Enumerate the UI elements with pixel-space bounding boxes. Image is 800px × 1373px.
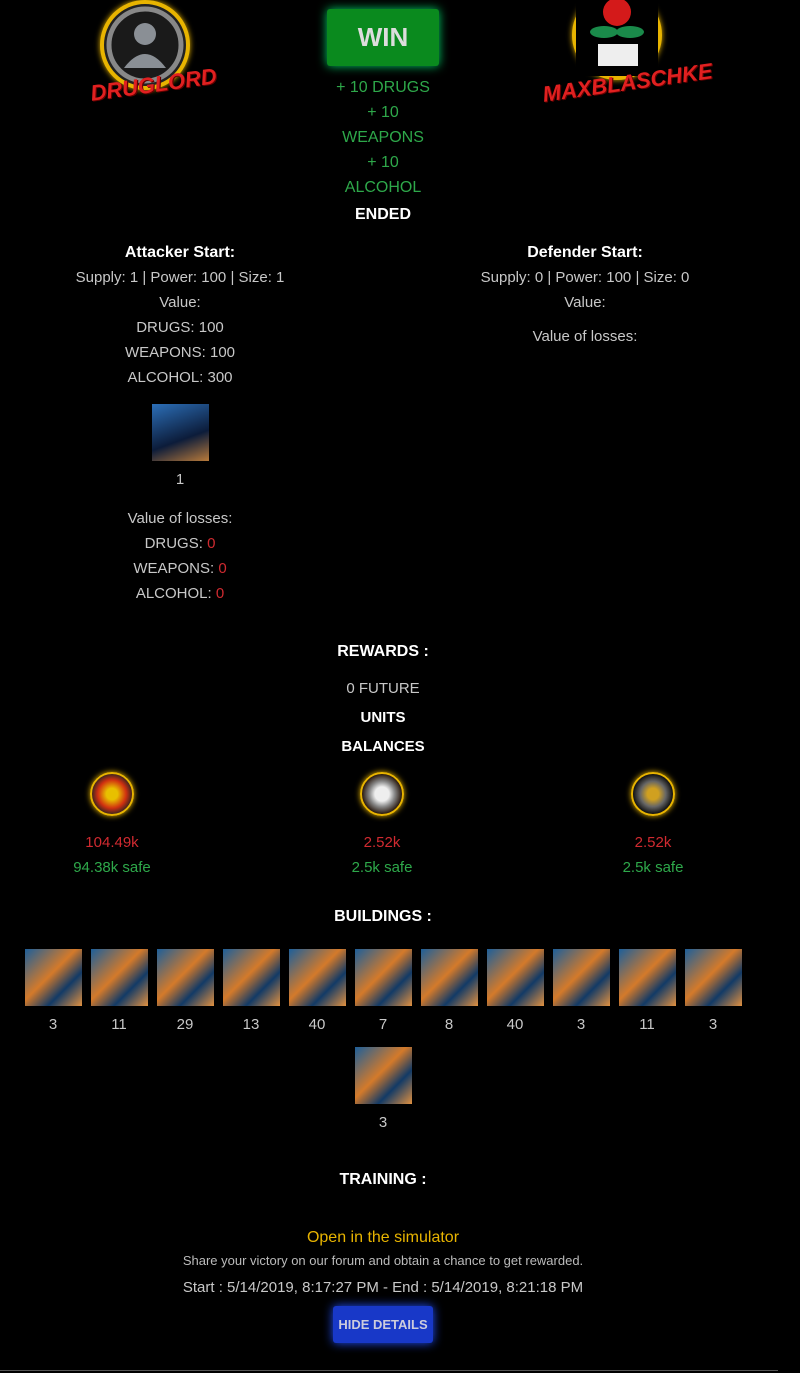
rewards-section: REWARDS : 0 FUTURE UNITS BALANCES [283,637,483,761]
weapons-revolver-icon [360,772,404,816]
building-image [156,949,214,1006]
attacker-value-label: Value: [159,294,201,311]
building-item: 13 [218,949,284,1033]
building-count: 7 [378,1016,388,1033]
result-badge: WIN [327,9,439,66]
balance-amount: 104.49k [85,834,139,851]
default-user-avatar-icon [100,0,190,90]
rewards-heading: REWARDS : [337,643,429,660]
attacker-value: ALCOHOL: 300 [127,369,233,386]
defender-losses-label: Value of losses: [532,328,638,345]
building-image [420,949,478,1006]
building-item: 7 [350,949,416,1033]
battle-times: Start : 5/14/2019, 8:17:27 PM - End : 5/… [182,1279,584,1296]
defender-start-heading: Defender Start: [527,244,643,261]
unit-count: 1 [175,471,185,488]
building-item: 29 [152,949,218,1033]
attacker-profile[interactable]: DRUGLORD [80,0,280,120]
building-count: 11 [111,1016,127,1033]
defender-value-label: Value: [564,294,606,311]
building-image [684,949,742,1006]
unit-image-gangster [151,404,209,461]
building-count: 3 [378,1114,388,1131]
building-image [90,949,148,1006]
building-image [222,949,280,1006]
gain-line: + 10 [367,154,399,171]
hide-details-button[interactable]: HIDE DETAILS [333,1306,433,1343]
building-count: 3 [576,1016,586,1033]
balance-amount: 2.52k [634,834,672,851]
building-count: 40 [506,1016,524,1033]
drugs-pills-icon [90,772,134,816]
building-item: 11 [614,949,680,1033]
building-image [486,949,544,1006]
battle-status: ENDED [354,206,411,223]
building-count: 3 [708,1016,718,1033]
training-heading: TRAINING : [339,1171,427,1188]
open-simulator-link[interactable]: Open in the simulator [306,1229,460,1246]
future-units: 0 FUTURE [346,680,420,697]
building-item: 3 [548,949,614,1033]
gain-line: + 10 DRUGS [336,79,430,96]
balance-safe: 94.38k safe [73,859,151,876]
gain-line: WEAPONS [342,129,424,146]
building-count: 40 [308,1016,326,1033]
building-item: 3 [20,949,86,1033]
units-heading: UNITS [360,709,406,726]
attacker-stats: Supply: 1 | Power: 100 | Size: 1 [75,269,285,286]
building-item: 11 [86,949,152,1033]
footer: Open in the simulator Share your victory… [0,1227,766,1296]
attacker-details: Attacker Start: Supply: 1 | Power: 100 |… [30,240,330,606]
defender-avatar-rose-icon [572,0,662,80]
building-item: 3 [680,949,746,1033]
gain-line: ALCOHOL [344,179,422,196]
building-item: 8 [416,949,482,1033]
building-image [354,949,412,1006]
balance-drugs: 104.49k 94.38k safe [32,772,192,880]
balance-safe: 2.5k safe [622,859,684,876]
buildings-heading: BUILDINGS : [334,908,432,925]
attacker-start-heading: Attacker Start: [124,244,236,261]
balances-heading: BALANCES [341,738,425,755]
defender-stats: Supply: 0 | Power: 100 | Size: 0 [480,269,690,286]
balance-alcohol: 2.52k 2.5k safe [573,772,733,880]
balance-weapons: 2.52k 2.5k safe [302,772,462,880]
building-image [354,1047,412,1104]
share-text: Share your victory on our forum and obta… [182,1253,584,1268]
building-count: 29 [176,1016,194,1033]
balance-safe: 2.5k safe [351,859,413,876]
defender-profile[interactable]: MAXBLASCHKE [540,0,740,120]
attacker-losses-label: Value of losses: [127,510,233,527]
gain-line: + 10 [367,104,399,121]
attacker-value: DRUGS: 100 [136,319,224,336]
defender-details: Defender Start: Supply: 0 | Power: 100 |… [435,240,735,349]
building-image [618,949,676,1006]
building-item: 3 [350,1047,416,1131]
gains-list: + 10 DRUGS + 10 WEAPONS + 10 ALCOHOL END… [283,75,483,227]
building-count: 13 [242,1016,260,1033]
building-item: 40 [482,949,548,1033]
building-count: 11 [639,1016,655,1033]
divider [0,1370,778,1371]
building-count: 8 [444,1016,454,1033]
buildings-grid: 3 11 29 13 40 7 8 40 3 11 3 3 [20,949,746,1145]
loss-line: DRUGS: 0 [144,535,216,552]
building-image [24,949,82,1006]
building-image [288,949,346,1006]
loss-line: WEAPONS: 0 [133,560,227,577]
building-count: 3 [48,1016,58,1033]
alcohol-bottle-icon [631,772,675,816]
building-item: 40 [284,949,350,1033]
loss-line: ALCOHOL: 0 [135,585,225,602]
building-image [552,949,610,1006]
attacker-value: WEAPONS: 100 [124,344,236,361]
balance-amount: 2.52k [363,834,401,851]
